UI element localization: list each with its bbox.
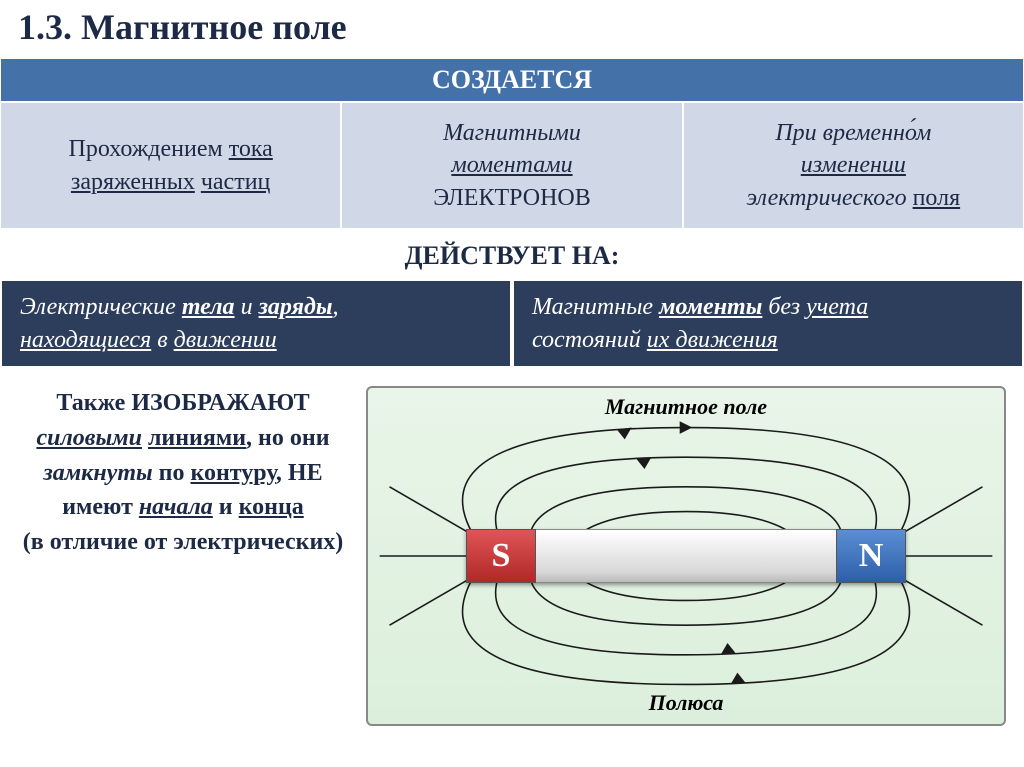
diagram-bottom-label: Полюса: [368, 690, 1004, 716]
text: моменты: [659, 294, 762, 320]
text: без: [762, 294, 806, 320]
text: замкнуты: [43, 460, 152, 486]
text: и: [213, 494, 239, 520]
creates-cell-2: Магнитными моментами ЭЛЕКТРОНОВ: [341, 102, 682, 229]
text: электрического: [747, 185, 913, 211]
text: состояний: [532, 327, 647, 353]
south-pole: S: [466, 529, 536, 583]
text: ,: [333, 294, 339, 320]
text: Электрические: [20, 294, 182, 320]
magnet-diagram: Магнитное поле S N Полюса: [366, 386, 1006, 726]
text: их движения: [647, 327, 778, 353]
text: находящиеся: [20, 327, 151, 353]
text: Магнитные: [532, 294, 659, 320]
creates-header: СОЗДАЕТСЯ: [0, 58, 1024, 102]
text: тока: [229, 136, 273, 162]
bar-magnet: S N: [466, 529, 906, 583]
text: , но они: [246, 425, 329, 451]
text: (в отличие от электрических): [23, 529, 344, 555]
text: тела: [182, 294, 235, 320]
text: силовыми: [36, 425, 141, 451]
text: Также ИЗОБРАЖАЮТ: [56, 390, 309, 416]
magnet-body: [536, 529, 836, 583]
text: линиями: [148, 425, 246, 451]
text: и: [235, 294, 259, 320]
text: поля: [913, 185, 961, 211]
text: Прохождением: [69, 136, 229, 162]
text: ЭЛЕКТРОНОВ: [433, 185, 591, 211]
text: изменении: [801, 152, 906, 178]
text: движении: [174, 327, 277, 353]
text: частиц: [201, 169, 271, 195]
description-text: Также ИЗОБРАЖАЮТ силовыми линиями, но он…: [18, 386, 348, 726]
acts-header: ДЕЙСТВУЕТ НА:: [0, 229, 1024, 279]
bottom-section: Также ИЗОБРАЖАЮТ силовыми линиями, но он…: [0, 368, 1024, 726]
text: Магнитными: [443, 120, 581, 146]
text: начала: [139, 494, 213, 520]
north-pole: N: [836, 529, 906, 583]
creates-cell-3: При временно́м изменении электрического …: [683, 102, 1024, 229]
text: в: [151, 327, 173, 353]
acts-cell-1: Электрические тела и заряды, находящиеся…: [0, 279, 512, 368]
text: по: [153, 460, 191, 486]
page-title: 1.3. Магнитное поле: [0, 0, 1024, 58]
diagram-title: Магнитное поле: [368, 394, 1004, 420]
text: контуру: [190, 460, 275, 486]
acts-row: Электрические тела и заряды, находящиеся…: [0, 279, 1024, 368]
acts-cell-2: Магнитные моменты без учета состояний их…: [512, 279, 1024, 368]
text: конца: [239, 494, 304, 520]
text: При временно́м: [775, 120, 931, 146]
text: заряды: [259, 294, 333, 320]
creates-row: Прохождением тока заряженных частиц Магн…: [0, 102, 1024, 229]
text: учета: [806, 294, 868, 320]
text: моментами: [451, 152, 572, 178]
creates-cell-1: Прохождением тока заряженных частиц: [0, 102, 341, 229]
text: заряженных: [71, 169, 195, 195]
